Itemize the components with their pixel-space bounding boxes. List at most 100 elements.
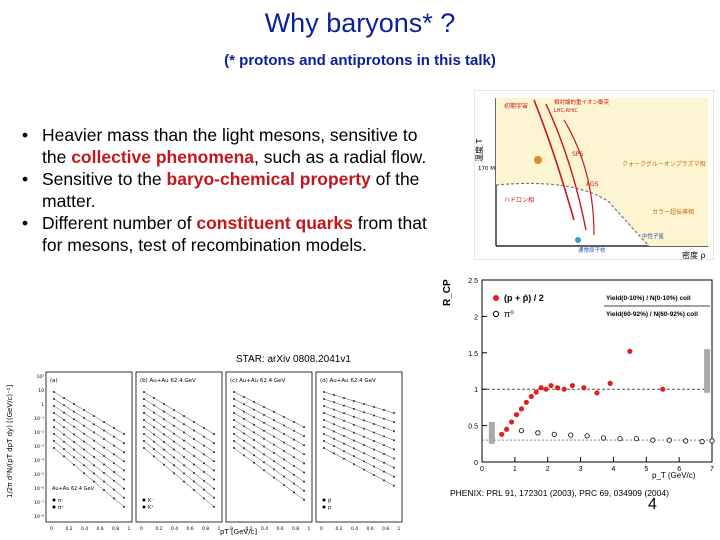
proton-data-point <box>528 393 534 400</box>
spectrum-point <box>393 466 395 469</box>
y-tick-label: 10⁻⁶ <box>34 486 44 492</box>
x-tick-label: 1 <box>308 526 311 532</box>
spectrum-fit-line <box>323 398 395 423</box>
spectrum-point <box>393 421 395 424</box>
y-tick-label: 10² <box>36 374 44 380</box>
pion-data-point <box>699 439 705 445</box>
y-tick-label: 0 <box>474 460 478 467</box>
spectrum-point <box>303 444 305 447</box>
slide-subtitle: (* protons and antiprotons in this talk) <box>224 52 496 69</box>
x-tick-label: 2 <box>546 466 550 473</box>
rcp-formula-bottom: Yield(60-92%) / N(60-92%) coll <box>606 311 698 318</box>
phase-label: 初期宇宙 <box>504 102 528 110</box>
rcp-xlabel: p_T (GeV/c) <box>652 471 696 480</box>
phase-label: LHC,RHIC <box>554 108 578 114</box>
legend-marker <box>142 498 146 502</box>
y-tick-label: 10⁻⁴ <box>34 458 44 464</box>
panel-label: (c) Au+Au 62.4 GeV <box>230 378 286 384</box>
phase-label: SPS <box>572 151 583 158</box>
pion-data-point <box>633 436 640 442</box>
spectrum-fit-line <box>143 447 215 507</box>
spectrum-fit-line <box>233 405 305 446</box>
bullet-text: Different number of <box>42 213 197 233</box>
panel-frame <box>135 371 223 523</box>
y-tick-label: 10⁻⁷ <box>34 500 44 506</box>
qgp-region <box>496 98 708 246</box>
pion-data-point <box>518 428 525 434</box>
legend-marker <box>142 505 146 509</box>
spectrum-fit-line <box>323 447 395 487</box>
x-tick-label: 0.6 <box>187 526 194 532</box>
star-panel: (c) Au+Au 62.4 GeV 0 0.2 0.4 0.6 0.8 1 <box>225 371 313 532</box>
rcp-figure: R_CP 2.5 2 1.5 1 0.5 00 1 2 3 4 5 6 7 (p + p̄) / 2 π⁰ Y… <box>438 266 720 500</box>
trajectory-curve <box>533 99 575 221</box>
spectrum-fit-line <box>233 426 305 473</box>
pion-data-point <box>584 433 590 439</box>
proton-data-point <box>581 385 587 391</box>
proton-data-point <box>627 348 633 354</box>
spectrum-fit-line <box>53 419 125 471</box>
pion-data-point <box>709 438 715 444</box>
spectrum-fit-line <box>53 433 125 489</box>
spectrum-fit-line <box>143 433 215 489</box>
spectrum-fit-line <box>233 447 305 501</box>
legend-label: K⁻ <box>148 498 154 504</box>
proton-data-point <box>660 386 666 392</box>
rcp-formula-top: Yield(0-10%) / N(0-10%) coll <box>606 295 691 302</box>
bullet-list: • Heavier mass than the light mesons, se… <box>22 124 432 256</box>
phase-diagram-figure: 温度 T 密度 ρ 170 MeV 初期宇宙 相対論的重イオン衝突 LHC,RH… <box>474 90 714 260</box>
star-panels: (a)0 0.2 0.4 0.6 0.8 1π⁻π⁺Au+Au 62.4 GeV10²10… <box>34 371 403 532</box>
proton-data-point <box>504 426 510 432</box>
spectrum-fit-line <box>323 412 395 441</box>
proton-data-point <box>548 382 554 389</box>
x-tick-label: 0.4 <box>171 526 178 532</box>
bullet-item: • Heavier mass than the light mesons, se… <box>22 124 432 168</box>
spectrum-point <box>393 475 395 478</box>
x-tick-label: 6 <box>677 466 681 473</box>
phase-label: 通常原子核 <box>578 246 606 254</box>
spectrum-fit-line <box>53 447 125 507</box>
star-ylabel: 1/2π d²N/(pT dpT dy) [(GeV/c)⁻²] <box>6 384 14 498</box>
y-tick-label: 1 <box>474 387 478 394</box>
panel-frame <box>45 371 133 523</box>
pion-data-point <box>683 438 689 444</box>
bullet-highlight: constituent quarks <box>196 213 353 233</box>
plot-frame <box>481 279 713 463</box>
spectrum-fit-line <box>233 412 305 455</box>
legend-marker <box>52 505 56 509</box>
legend-pion-label: π⁰ <box>504 309 514 319</box>
phase-boundary <box>495 182 650 247</box>
phase-label: カラー超伝導相 <box>652 208 694 216</box>
x-tick-label: 3 <box>579 466 583 473</box>
x-tick-label: 0 <box>480 466 484 473</box>
spectrum-fit-line <box>53 405 125 453</box>
panel-label: (b) Au+Au 62.4 GeV <box>140 378 196 384</box>
spectrum-point <box>303 435 305 438</box>
x-tick-label: 0 <box>230 526 233 532</box>
star-panel: (d) Au+Au 62.4 GeV 0 0.2 0.4 0.6 0.8 1 p̄p <box>315 371 403 532</box>
spectrum-fit-line <box>143 398 215 444</box>
trajectory-curve <box>563 119 595 236</box>
legend-label: p <box>328 505 331 511</box>
x-tick-label: 0.4 <box>81 526 88 532</box>
x-tick-label: 5 <box>644 466 648 473</box>
panel-label: (a) <box>50 378 58 384</box>
nucleus-marker <box>575 237 581 243</box>
x-tick-label: 0.4 <box>261 526 268 532</box>
star-spectra-figure: STAR: arXiv 0808.2041v1 1/2π d²N/(pT dpT… <box>0 348 412 540</box>
legend-proton-marker <box>493 295 499 301</box>
legend-label: K⁺ <box>148 505 154 511</box>
y-tick-label: 10⁻⁵ <box>34 472 44 478</box>
critical-point-marker <box>534 156 542 164</box>
spectrum-fit-line <box>323 440 395 477</box>
x-tick-label: 0.8 <box>292 526 299 532</box>
rcp-ylabel: R_CP <box>442 279 453 306</box>
spectrum-fit-line <box>143 426 215 480</box>
slide-title: Why baryons* ? <box>264 8 456 38</box>
y-tick-label: 10⁻³ <box>34 444 44 450</box>
bullet-text: of the matter. <box>42 169 420 211</box>
legend-label: π⁻ <box>58 498 64 504</box>
x-tick-label: 0 <box>140 526 143 532</box>
x-tick-label: 0.6 <box>367 526 374 532</box>
spectrum-fit-line <box>143 391 215 435</box>
